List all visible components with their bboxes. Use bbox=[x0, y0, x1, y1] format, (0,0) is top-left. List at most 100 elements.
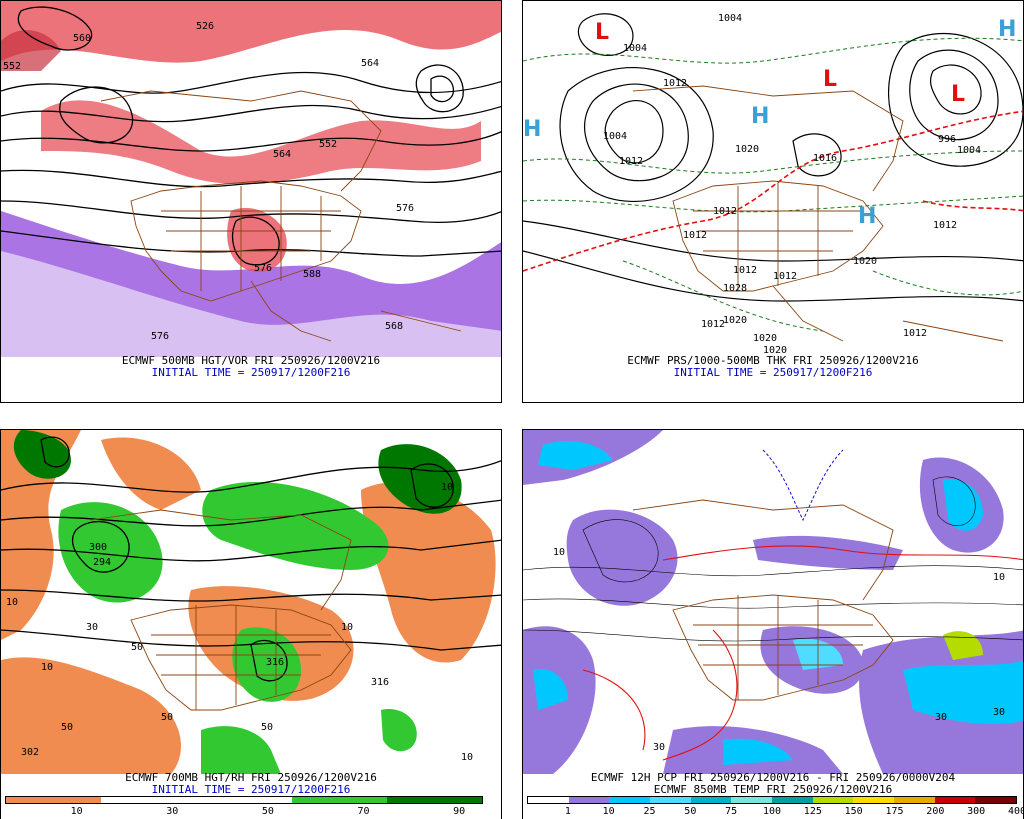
isobar-label: 1004 bbox=[957, 145, 981, 156]
panel-caption: ECMWF 700MB HGT/RH FRI 250926/1200V216 bbox=[125, 771, 377, 784]
isobar-label: 1012 bbox=[663, 78, 687, 89]
colorbar-tick-label: 70 bbox=[357, 806, 370, 817]
map-mslp: 1004 1004 1012 1012 1020 1020 1012 1012 … bbox=[523, 1, 1023, 357]
high-pressure-symbol: H bbox=[858, 204, 876, 229]
colorbar-swatch bbox=[148, 797, 197, 803]
colorbar-swatch bbox=[853, 797, 895, 803]
isobar-label: 1012 bbox=[903, 328, 927, 339]
isobar-label: 996 bbox=[938, 134, 956, 145]
map-700mb: 300 294 10 30 50 10 10 50 316 50 10 302 … bbox=[1, 430, 501, 774]
contour-label: 50 bbox=[161, 712, 173, 723]
contour-label: 552 bbox=[3, 61, 21, 72]
colorbar-swatch bbox=[609, 797, 651, 803]
isobar-label: 1004 bbox=[603, 131, 627, 142]
low-pressure-symbol: L bbox=[595, 20, 609, 45]
contour-label: 564 bbox=[273, 149, 291, 160]
panel-mslp-thickness: 1004 1004 1012 1012 1020 1020 1012 1012 … bbox=[522, 0, 1024, 403]
low-pressure-symbol: L bbox=[951, 82, 965, 107]
isobar-label: 1012 bbox=[683, 230, 707, 241]
isobar-label: 1020 bbox=[753, 333, 777, 344]
colorbar-swatch bbox=[291, 797, 340, 803]
contour-label: 50 bbox=[261, 722, 273, 733]
colorbar-swatch bbox=[434, 797, 482, 803]
colorbar-tick-label: 100 bbox=[762, 806, 782, 817]
pressure-centers: H H H H L L L bbox=[523, 17, 1016, 229]
isobar-label: 1020 bbox=[723, 315, 747, 326]
contour-label: 560 bbox=[73, 33, 91, 44]
contour-labels-850mb: 30 30 30 10 10 bbox=[553, 547, 1005, 753]
precip-colorbar bbox=[527, 796, 1017, 804]
thickness-540-line bbox=[523, 110, 1023, 272]
initial-time: INITIAL TIME = 250917/1200F216 bbox=[151, 783, 351, 796]
contour-label: 552 bbox=[319, 139, 337, 150]
contour-label: 50 bbox=[61, 722, 73, 733]
isobar-label: 1012 bbox=[713, 206, 737, 217]
contour-label: 10 bbox=[553, 547, 565, 558]
isobar-label: 1012 bbox=[773, 271, 797, 282]
contour-label: 30 bbox=[653, 742, 665, 753]
colorbar-swatch bbox=[894, 797, 935, 803]
isobar-label: 1012 bbox=[701, 319, 725, 330]
isobar-label: 1012 bbox=[733, 265, 757, 276]
contour-label: 568 bbox=[385, 321, 403, 332]
isobar-label: 1020 bbox=[735, 144, 759, 155]
rh-dry-fill bbox=[1, 430, 81, 640]
contour-label: 576 bbox=[254, 263, 272, 274]
colorbar-tick-label: 200 bbox=[926, 806, 945, 817]
colorbar-swatch bbox=[812, 797, 854, 803]
colorbar-swatch bbox=[690, 797, 732, 803]
rh-colorbar bbox=[5, 796, 483, 804]
colorbar-swatch bbox=[53, 797, 102, 803]
panel-caption: ECMWF 500MB HGT/VOR FRI 250926/1200V216 bbox=[121, 354, 381, 367]
contour-label: 316 bbox=[371, 677, 389, 688]
colorbar-swatch bbox=[339, 797, 387, 803]
contour-label: 10 bbox=[341, 622, 353, 633]
colorbar-tick-label: 150 bbox=[844, 806, 863, 817]
colorbar-swatch bbox=[243, 797, 292, 803]
contour-label: 30 bbox=[86, 622, 98, 633]
colorbar-swatch bbox=[934, 797, 976, 803]
contour-label: 294 bbox=[93, 557, 111, 568]
colorbar-swatch bbox=[386, 797, 435, 803]
colorbar-swatch bbox=[101, 797, 149, 803]
isobar-label: 1004 bbox=[623, 43, 647, 54]
panel-caption-2: ECMWF 850MB TEMP FRI 250926/1200V216 bbox=[653, 783, 893, 796]
pressure-labels: 1004 1004 1012 1012 1020 1020 1012 1012 … bbox=[603, 13, 981, 356]
colorbar-swatch bbox=[975, 797, 1017, 803]
colorbar-tick-label: 10 bbox=[70, 806, 83, 817]
isobar-label: 1028 bbox=[723, 283, 747, 294]
isobar-label: 1012 bbox=[619, 156, 643, 167]
isobar-label: 1012 bbox=[933, 220, 957, 231]
colorbar-tick-label: 90 bbox=[453, 806, 466, 817]
high-pressure-symbol: H bbox=[998, 17, 1016, 42]
initial-time: INITIAL TIME = 250917/1200F216 bbox=[151, 366, 351, 379]
colorbar-swatch bbox=[6, 797, 54, 803]
panel-700mb-hgt-rh: 300 294 10 30 50 10 10 50 316 50 10 302 … bbox=[0, 429, 502, 819]
precip-colorbar-ticks: 1 10 25 50 75 100 125 150 175 200 300 400 bbox=[527, 806, 1023, 818]
contour-labels-700mb: 300 294 10 30 50 10 10 50 316 50 10 302 … bbox=[6, 482, 473, 763]
colorbar-tick-label: 175 bbox=[885, 806, 904, 817]
rh-colorbar-ticks: 10 30 50 70 90 bbox=[5, 806, 483, 818]
colorbar-swatch bbox=[528, 797, 569, 803]
isobar-label: 1020 bbox=[853, 256, 877, 267]
contour-label: 576 bbox=[396, 203, 414, 214]
map-500mb: 552 526 564 552 576 576 588 568 560 576 … bbox=[1, 1, 501, 357]
colorbar-tick-label: 400 bbox=[1007, 806, 1023, 817]
contour-label: 10 bbox=[6, 597, 18, 608]
colorbar-swatch bbox=[772, 797, 813, 803]
contour-labels-500mb: 552 526 564 552 576 576 588 568 560 576 … bbox=[3, 21, 414, 342]
colorbar-tick-label: 1 bbox=[564, 806, 571, 817]
contour-label: 30 bbox=[935, 712, 947, 723]
isobar-label: 1004 bbox=[718, 13, 742, 24]
panel-500mb-hgt-vor: 552 526 564 552 576 576 588 568 560 576 … bbox=[0, 0, 502, 403]
colorbar-swatch bbox=[196, 797, 244, 803]
initial-time: INITIAL TIME = 250917/1200F216 bbox=[673, 366, 873, 379]
contour-label: 564 bbox=[361, 58, 379, 69]
low-pressure-symbol: L bbox=[823, 67, 837, 92]
contour-label: 526 bbox=[196, 21, 214, 32]
isobar-label: 1020 bbox=[763, 345, 787, 356]
contour-label: 576 bbox=[151, 331, 169, 342]
colorbar-swatch bbox=[731, 797, 773, 803]
panel-precip-850-temp: 30 30 30 10 10 ECMWF 12H PCP FRI 250926/… bbox=[522, 429, 1024, 819]
high-pressure-symbol: H bbox=[523, 117, 541, 142]
